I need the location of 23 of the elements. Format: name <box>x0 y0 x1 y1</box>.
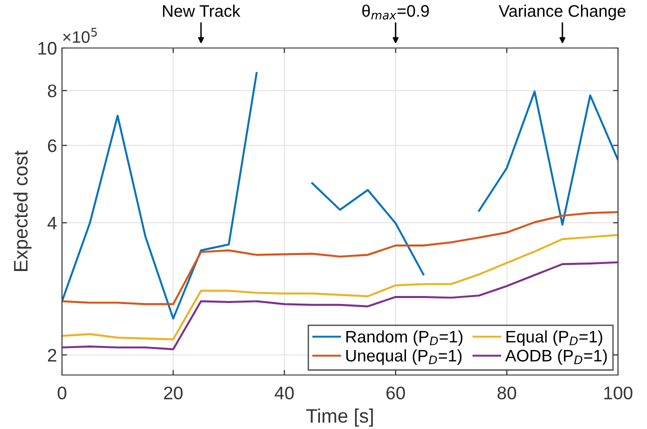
text: Variance Change <box>498 4 626 20</box>
text: New Track <box>163 4 240 17</box>
y-tick-label: 2 <box>48 348 56 362</box>
legend-label: Random (P$_{D}$=1) <box>346 330 462 346</box>
legend-label: AODB (P$_{D}$=1) <box>505 349 607 365</box>
line-series <box>62 211 618 306</box>
legend-label: Unequal (P$_{D}$=1) <box>346 349 462 365</box>
line-series <box>62 261 618 350</box>
legend-label: Equal (P$_{D}$=1) <box>506 330 602 346</box>
x-tick-label: 0 <box>58 386 66 400</box>
text: θ$_{max}$=0.9 <box>362 4 429 20</box>
x-tick-label: 100 <box>604 386 632 400</box>
text: ×10$^{5}$ <box>63 28 97 43</box>
x-axis-title: Time [s] <box>306 408 373 427</box>
y-tick-label: 10 <box>38 42 56 55</box>
x-tick-label: 80 <box>498 386 516 400</box>
x-tick-label: 40 <box>274 386 294 400</box>
y-tick-label: 6 <box>48 139 56 152</box>
x-tick-label: 60 <box>386 386 405 400</box>
x-tick-label: 20 <box>164 386 183 400</box>
y-axis-title: Expected cost <box>13 150 32 271</box>
y-tick-label: 8 <box>48 84 56 98</box>
y-tick-label: 4 <box>48 216 57 230</box>
